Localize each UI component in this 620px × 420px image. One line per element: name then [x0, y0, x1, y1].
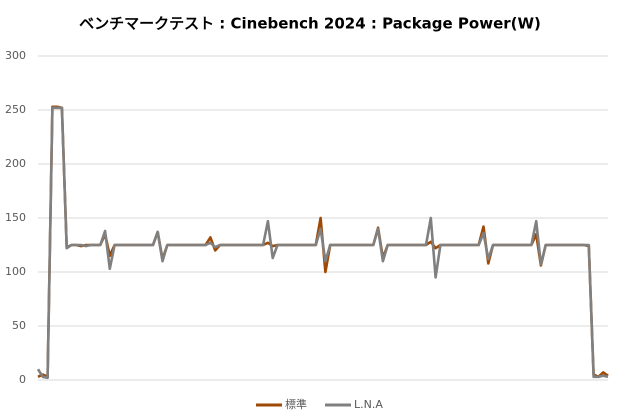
line-series — [36, 106, 609, 380]
y-tick-label: 100 — [5, 265, 26, 278]
legend-label: L.N.A — [354, 398, 383, 411]
y-tick-label: 0 — [19, 373, 26, 386]
legend-label: 標準 — [285, 397, 307, 411]
y-tick-label: 150 — [5, 211, 26, 224]
y-tick-label: 50 — [12, 319, 26, 332]
y-tick-label: 300 — [5, 49, 26, 62]
chart-title: ベンチマークテスト : Cinebench 2024 : Package Pow… — [79, 15, 541, 33]
y-tick-label: 200 — [5, 157, 26, 170]
y-tick-label: 250 — [5, 103, 26, 116]
